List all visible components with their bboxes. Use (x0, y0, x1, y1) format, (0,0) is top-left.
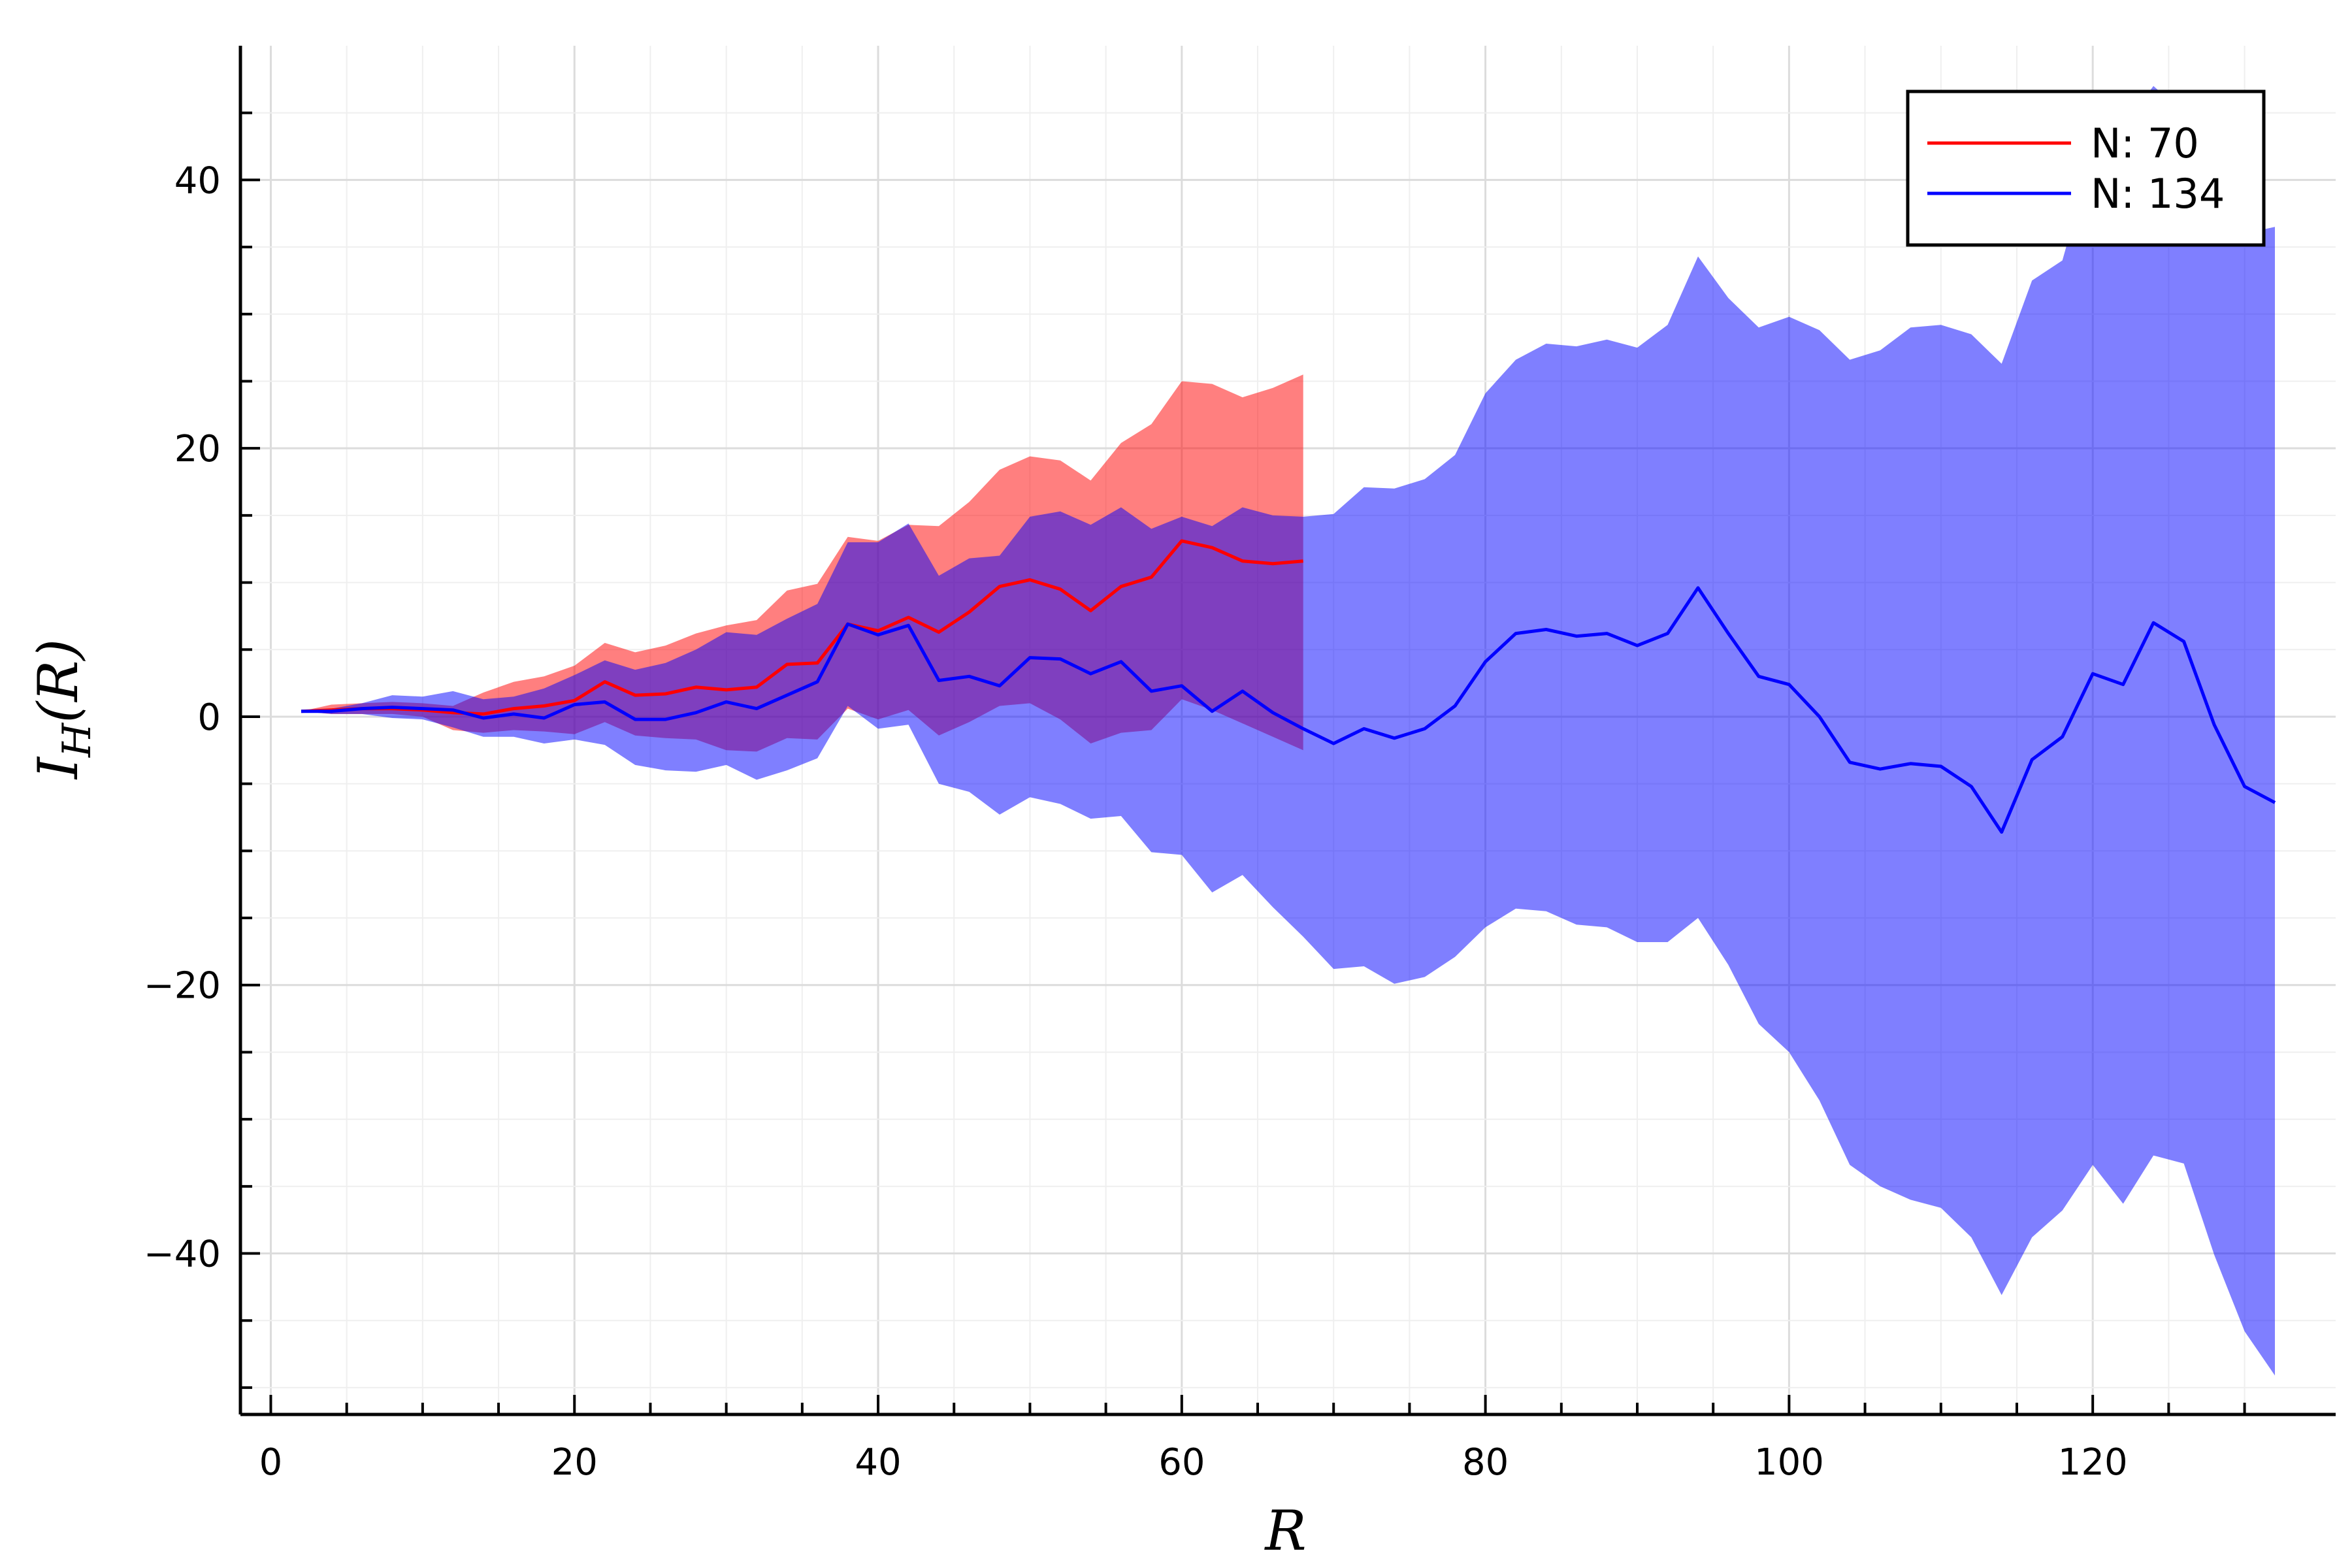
x-tick-label: 60 (1158, 1441, 1205, 1484)
x-tick-label: 80 (1462, 1441, 1509, 1484)
y-tick-label: 40 (174, 159, 221, 202)
legend-label-series-1: N: 134 (2091, 170, 2225, 218)
series-lines (301, 539, 2276, 834)
x-tick-label: 100 (1754, 1441, 1824, 1484)
y-axis-label-base: I (26, 756, 90, 780)
legend-label-series-0: N: 70 (2091, 120, 2199, 167)
tick-labels: 0 20 40 60 80 100 120 −40 −20 0 20 40 (144, 159, 2128, 1484)
y-axis-label-sub: H (54, 722, 100, 758)
legend: N: 70 N: 134 (1906, 90, 2266, 247)
x-axis-label: R (1264, 1499, 1306, 1563)
x-tick-label: 120 (2058, 1441, 2128, 1484)
x-tick-label: 40 (855, 1441, 901, 1484)
y-tick-label: −40 (144, 1233, 221, 1276)
y-axis-label-arg: (R) (26, 639, 90, 723)
y-tick-label: −20 (144, 965, 221, 1007)
band-series-1 (301, 86, 2275, 1376)
y-axis-label: IH(R) (26, 639, 100, 780)
y-tick-label: 20 (174, 428, 221, 470)
x-tick-label: 0 (259, 1441, 283, 1484)
legend-box (1906, 90, 2266, 247)
confidence-bands (301, 86, 2275, 1376)
axes (238, 46, 2336, 1416)
y-tick-label: 0 (197, 696, 221, 739)
x-tick-label: 20 (551, 1441, 598, 1484)
line-series-1 (301, 586, 2276, 834)
